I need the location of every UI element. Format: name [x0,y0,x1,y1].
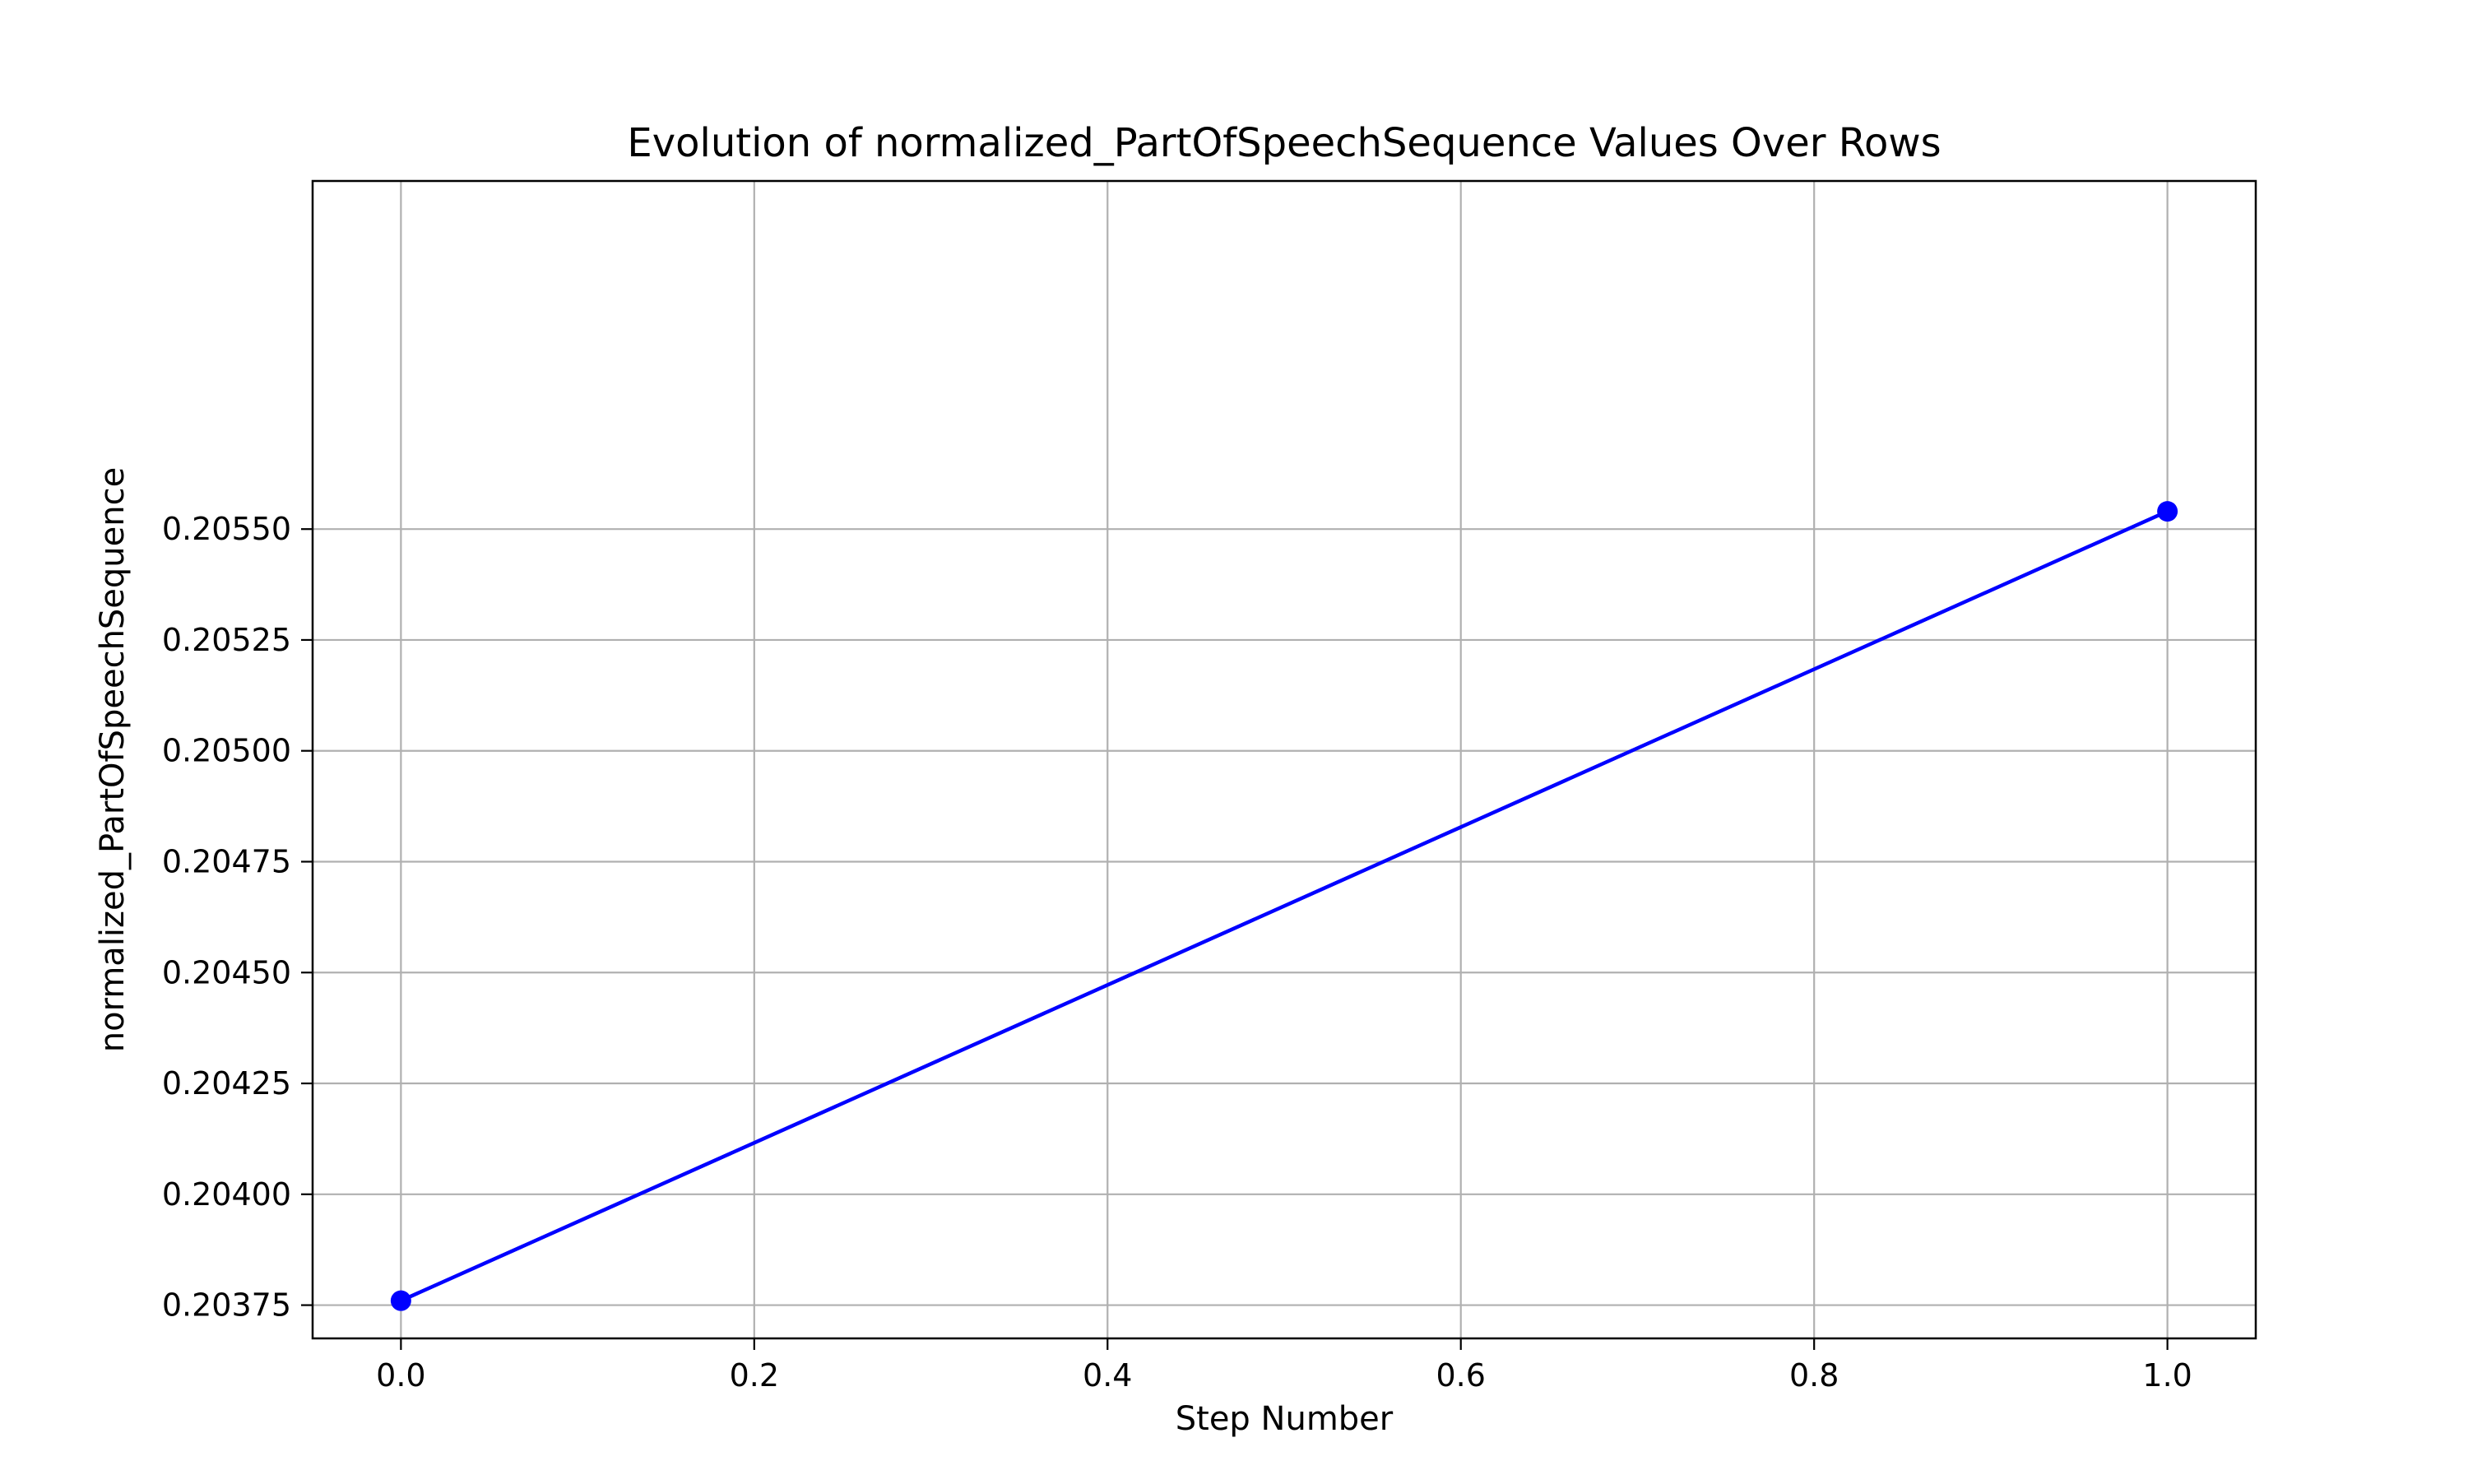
series-layer [390,501,2178,1311]
y-tick-label: 0.20425 [162,1065,291,1101]
grid-lines [313,181,2256,1338]
chart-title: Evolution of normalized_PartOfSpeechSequ… [627,120,1941,166]
y-tick-label: 0.20525 [162,622,291,658]
axis-ticks: 0.0 0.2 0.4 0.6 0.8 1.0 0.20375 0.20400 0.20425 0… [162,511,2192,1394]
y-tick-label: 0.20475 [162,843,291,879]
x-tick-label: 0.0 [376,1357,425,1394]
x-tick-label: 0.8 [1789,1357,1839,1394]
x-tick-label: 1.0 [2142,1357,2192,1394]
y-tick-label: 0.20375 [162,1287,291,1324]
y-tick-label: 0.20550 [162,511,291,547]
x-tick-label: 0.6 [1436,1357,1486,1394]
series-line [400,509,2169,1303]
y-tick-label: 0.20400 [162,1176,291,1213]
data-point-marker [2157,501,2178,522]
plot-area-frame [311,179,2257,1340]
data-point-marker [390,1290,411,1311]
x-tick-label: 0.4 [1083,1357,1132,1394]
y-tick-label: 0.20450 [162,954,291,990]
x-axis-label: Step Number [1176,1400,1394,1438]
x-tick-label: 0.2 [730,1357,779,1394]
y-tick-label: 0.20500 [162,733,291,769]
y-axis-label: normalized_PartOfSpeechSequence [94,467,132,1052]
